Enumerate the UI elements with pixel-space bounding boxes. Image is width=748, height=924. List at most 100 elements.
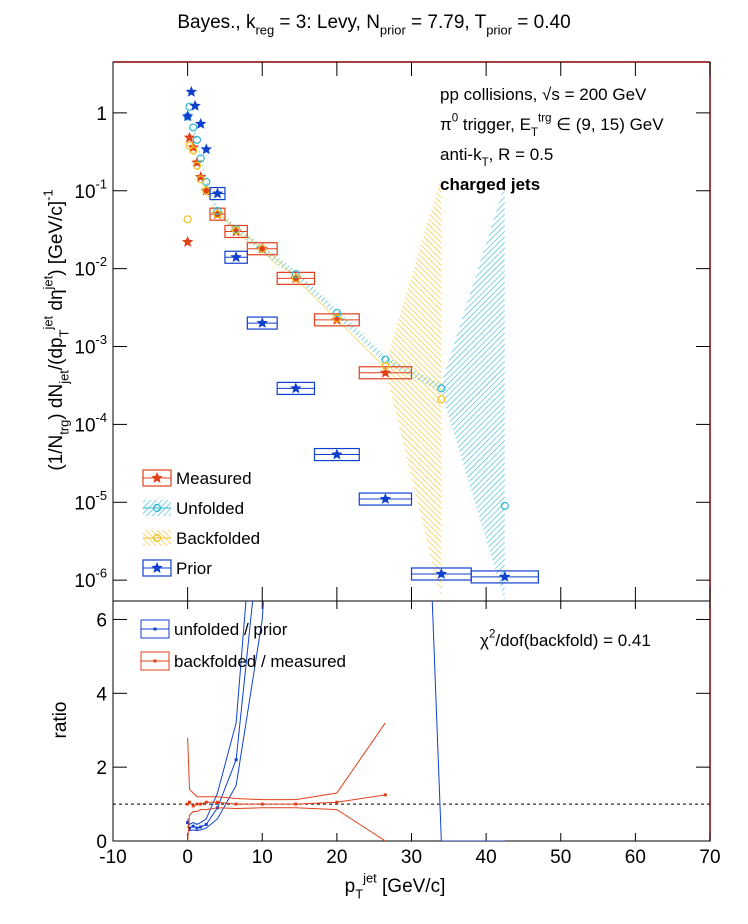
annotation-part: χ — [480, 631, 489, 650]
marker — [381, 362, 390, 371]
marker — [291, 274, 300, 283]
legend-marker — [153, 627, 157, 631]
marker — [437, 395, 446, 404]
x-axis-title-part: jet — [362, 871, 377, 886]
chart-title-part: reg — [255, 23, 274, 38]
ratio-band — [187, 807, 386, 841]
chart-title-part: = 3: Levy, N — [274, 12, 380, 33]
marker — [213, 210, 222, 219]
marker — [332, 314, 341, 323]
y-tick-label: 4 — [96, 684, 107, 705]
marker — [189, 123, 198, 132]
marker — [200, 143, 212, 155]
y-axis-title-part: T — [57, 329, 72, 337]
y-tick-label: 10-1 — [74, 176, 107, 203]
ratio-band — [187, 722, 386, 801]
x-axis-title-part: [GeV/c] — [377, 876, 446, 897]
y-tick-label-part: -1 — [96, 176, 107, 191]
marker — [192, 161, 202, 170]
x-tick-label: 10 — [252, 847, 273, 868]
annotation-part: trigger, E — [458, 115, 531, 134]
marker — [331, 448, 343, 460]
x-axis-title-part: p — [345, 876, 356, 897]
marker — [183, 215, 192, 224]
annotation: charged jets — [440, 175, 540, 194]
annotation-part: charged jets — [440, 175, 540, 194]
x-tick-label: 30 — [401, 847, 422, 868]
marker — [187, 800, 191, 804]
annotation-part: T — [531, 127, 538, 139]
marker — [195, 118, 207, 129]
x-tick-label: 50 — [550, 847, 571, 868]
y-tick-label: 10-6 — [74, 566, 107, 593]
annotation-part: /dof(backfold) = 0.41 — [495, 631, 650, 650]
y-axis-title-part: dη — [46, 289, 67, 315]
marker — [260, 802, 264, 806]
annotation: π0 trigger, ETtrg ∈ (9, 15) GeV — [440, 113, 664, 139]
marker — [379, 366, 392, 378]
marker — [331, 313, 343, 325]
marker — [435, 568, 448, 579]
marker — [199, 802, 203, 806]
marker — [186, 802, 190, 806]
y-tick-label-part: -6 — [96, 566, 107, 581]
legend-label: backfolded / measured — [174, 652, 346, 671]
marker — [189, 146, 198, 155]
marker — [192, 135, 202, 144]
x-tick-label: 70 — [699, 847, 720, 868]
y-tick-label: 2 — [96, 758, 107, 779]
marker — [189, 99, 201, 111]
plot-area — [181, 85, 539, 601]
legend-label: Measured — [176, 469, 252, 488]
annotation-part: T — [482, 157, 489, 169]
y-tick-label: 10-3 — [74, 332, 107, 359]
marker — [191, 804, 195, 808]
annotation: pp collisions, √s = 200 GeV — [440, 85, 647, 104]
y-tick-label-part: -3 — [96, 332, 107, 347]
y-tick-label-part: 10 — [74, 338, 95, 359]
marker — [256, 242, 268, 254]
y-tick-label-part: 10 — [74, 493, 95, 514]
marker — [256, 317, 268, 328]
x-axis-title: pTjet [GeV/c] — [345, 871, 446, 902]
y-axis-title-part: jet — [57, 370, 72, 385]
chart-title-part: = 0.40 — [512, 12, 571, 33]
marker — [230, 251, 242, 263]
marker — [234, 802, 238, 806]
y-tick-label-part: 10 — [74, 571, 95, 592]
annotation-part: 2 — [489, 629, 495, 641]
marker — [294, 802, 298, 806]
marker — [291, 270, 300, 279]
legend-label: Unfolded — [176, 499, 244, 518]
y-tick-label-part: 10 — [74, 415, 95, 436]
x-tick-label: 40 — [476, 847, 497, 868]
legend-label: Prior — [176, 559, 212, 578]
annotation: anti-kT, R = 0.5 — [440, 145, 553, 169]
y-tick-label: 6 — [96, 610, 107, 631]
marker — [183, 131, 196, 143]
legend-label: unfolded / prior — [174, 620, 288, 639]
annotation: χ2/dof(backfold) = 0.41 — [480, 629, 651, 651]
y-tick-label: 10-4 — [74, 410, 107, 437]
marker — [215, 800, 219, 804]
y-axis-title-part: ) [GeV/c] — [46, 201, 67, 276]
chart-title-part: = 7.79, T — [406, 12, 487, 33]
legend-marker — [153, 659, 157, 663]
marker — [195, 802, 199, 806]
chart-title-part: prior — [380, 23, 407, 38]
marker — [232, 226, 241, 235]
y-tick-label-part: 10 — [74, 182, 95, 203]
x-tick-label: 0 — [182, 847, 193, 868]
marker — [335, 800, 339, 804]
annotation-part: , R = 0.5 — [489, 145, 554, 164]
y-axis-title: ratio — [50, 702, 71, 739]
marker — [204, 822, 208, 826]
x-tick-label: -10 — [99, 847, 126, 868]
annotation-part: trg — [538, 113, 551, 125]
annotation-part: pp collisions, √s = 200 GeV — [440, 85, 647, 104]
marker — [290, 382, 302, 394]
chart-title-part: Bayes., k — [177, 12, 256, 33]
chart-title-part: prior — [486, 23, 513, 38]
